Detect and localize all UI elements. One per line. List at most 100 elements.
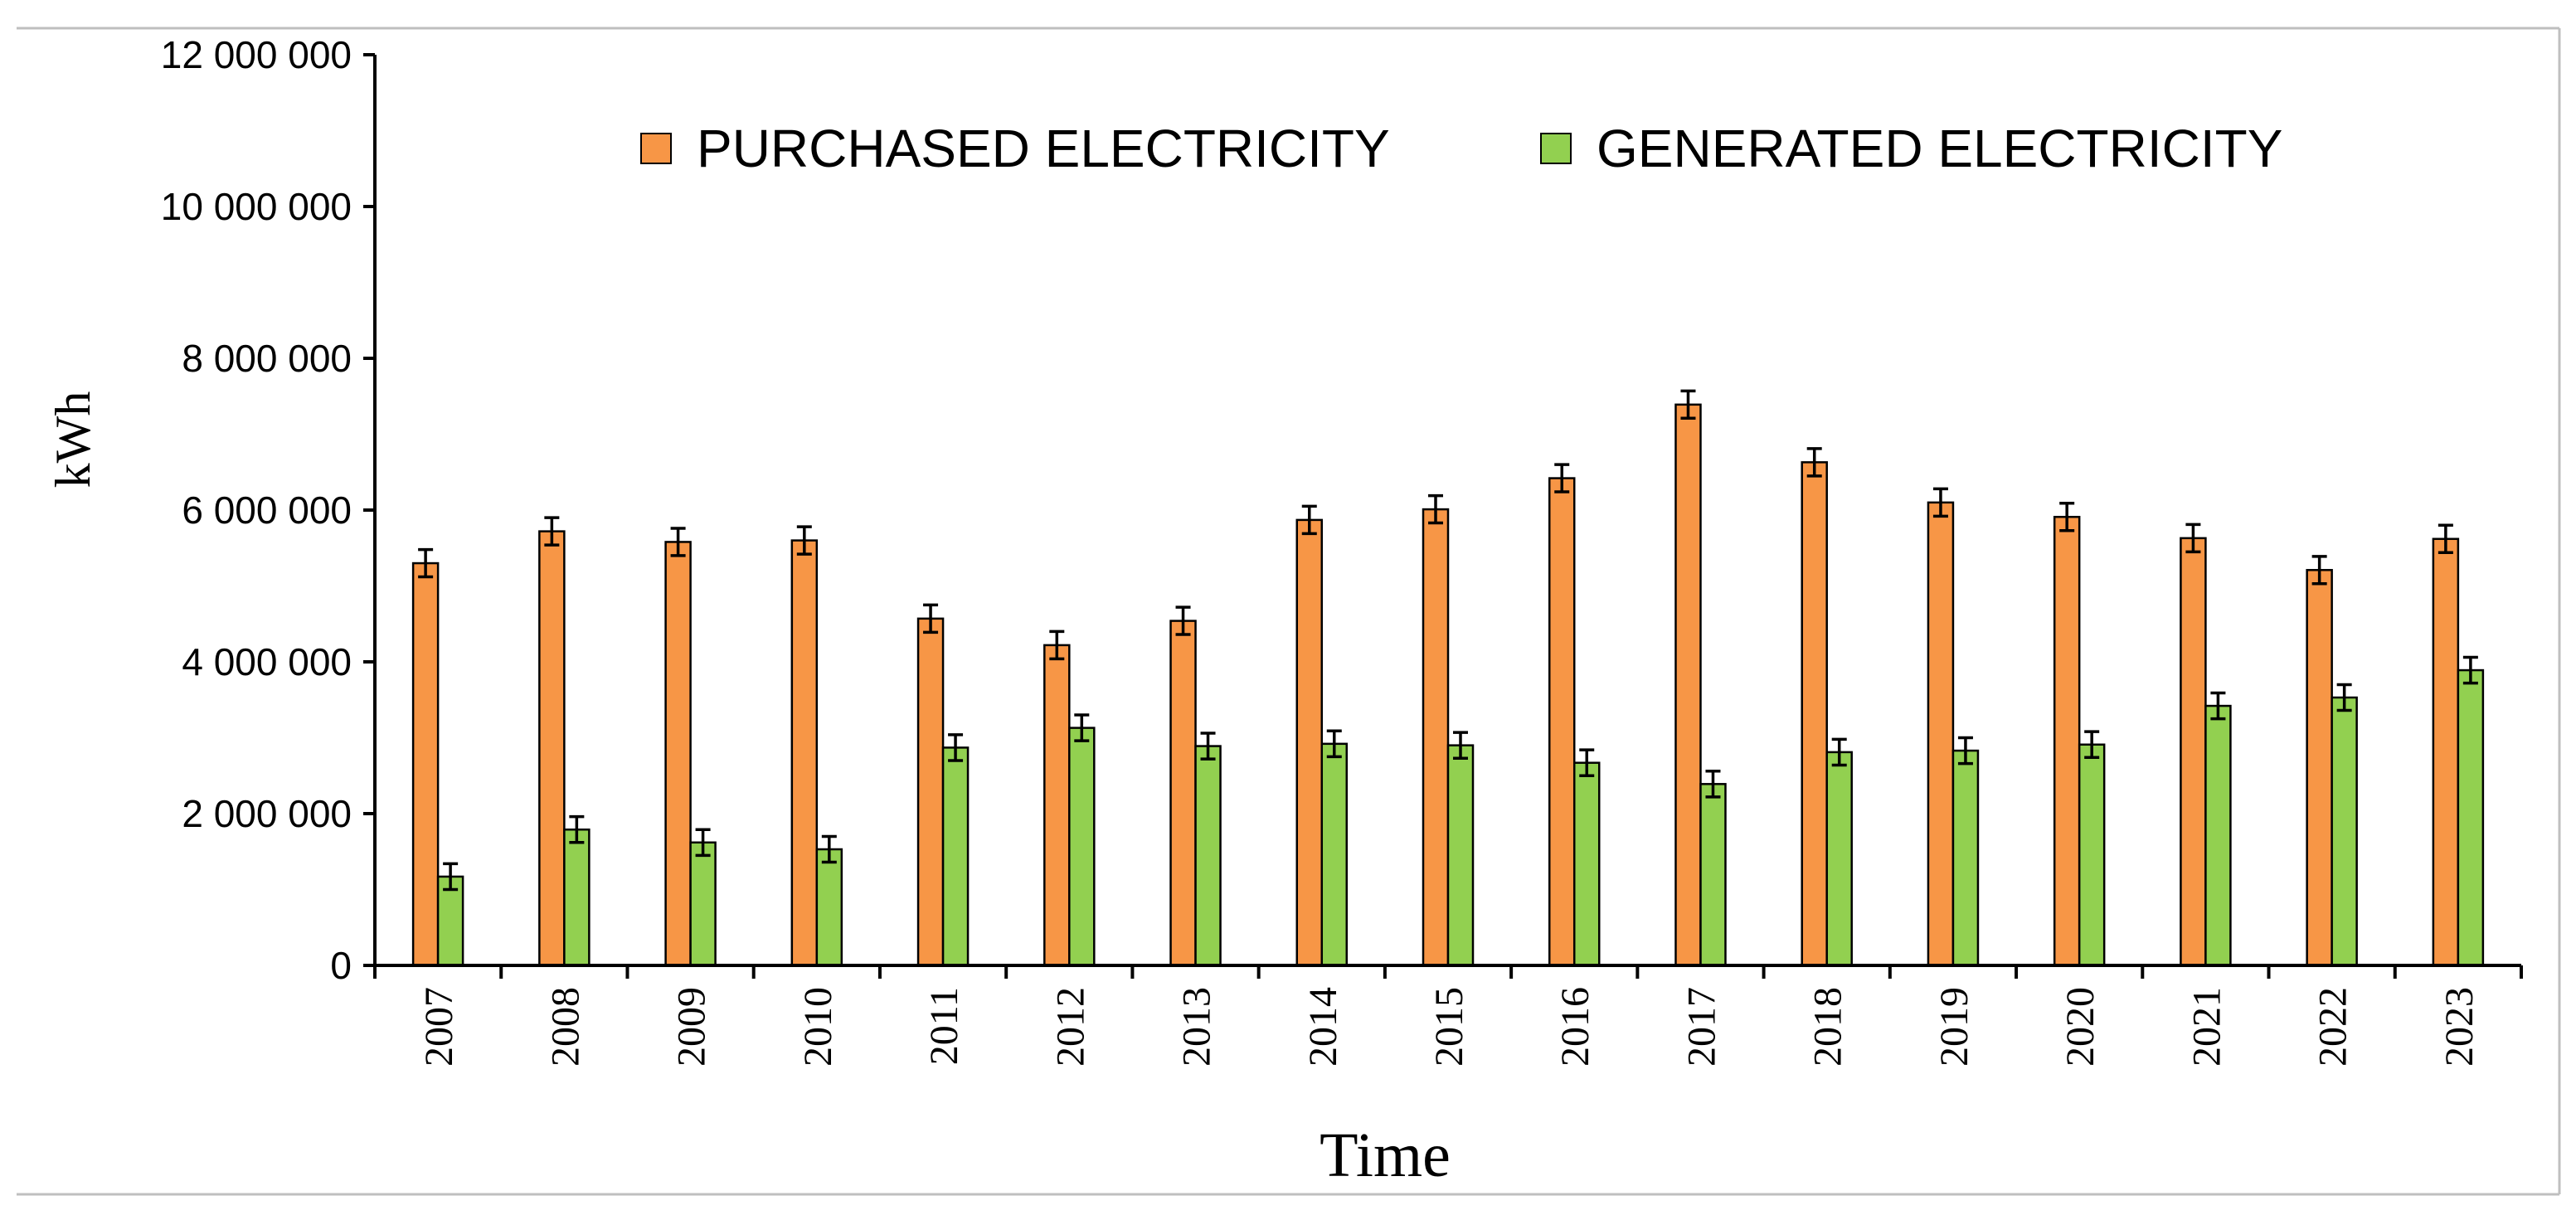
- x-tick-label: 2018: [1806, 987, 1850, 1067]
- y-tick-label: 8 000 000: [182, 337, 352, 380]
- error-bar-purchased-2008: [544, 516, 560, 547]
- bar-purchased-2013: [1169, 620, 1197, 967]
- error-bar-generated-2020: [2084, 730, 2100, 760]
- error-bar-generated-2015: [1453, 731, 1468, 760]
- y-tick-label: 4 000 000: [182, 640, 352, 683]
- bar-generated-2017: [1699, 783, 1727, 967]
- error-bar-generated-2014: [1326, 729, 1342, 759]
- bar-generated-2013: [1194, 745, 1222, 967]
- error-bar-purchased-2016: [1554, 463, 1570, 493]
- y-tick-label: 12 000 000: [161, 33, 352, 76]
- error-bar-purchased-2015: [1428, 493, 1443, 525]
- error-bar-generated-2013: [1200, 732, 1216, 761]
- x-tick-label: 2010: [796, 987, 840, 1067]
- bar-purchased-2012: [1043, 644, 1071, 967]
- bar-purchased-2018: [1801, 461, 1828, 967]
- bar-generated-2014: [1320, 742, 1349, 967]
- x-tick-label: 2020: [2058, 987, 2102, 1067]
- error-bar-purchased-2021: [2185, 523, 2201, 554]
- bar-purchased-2011: [916, 617, 945, 967]
- error-bar-purchased-2023: [2437, 523, 2453, 554]
- bar-purchased-2014: [1295, 518, 1324, 967]
- bar-purchased-2016: [1548, 477, 1576, 967]
- bar-generated-2016: [1572, 761, 1601, 967]
- bars-group: [411, 403, 2485, 967]
- bar-purchased-2017: [1674, 403, 1702, 967]
- error-bar-purchased-2019: [1932, 487, 1948, 518]
- bar-purchased-2010: [790, 539, 819, 967]
- bar-purchased-2015: [1422, 508, 1450, 967]
- y-tick-label: 2 000 000: [182, 792, 352, 835]
- y-tick-label: 10 000 000: [161, 185, 352, 228]
- bar-purchased-2007: [411, 561, 440, 967]
- bar-generated-2023: [2457, 668, 2485, 967]
- error-bar-generated-2018: [1831, 737, 1847, 767]
- y-tick-label: 0: [330, 944, 352, 987]
- error-bar-purchased-2009: [670, 527, 686, 557]
- bar-generated-2007: [436, 875, 464, 967]
- x-tick-label: 2012: [1048, 987, 1092, 1067]
- bar-generated-2012: [1068, 727, 1096, 967]
- bar-generated-2020: [2078, 743, 2106, 967]
- error-bar-generated-2021: [2210, 691, 2226, 721]
- error-bar-purchased-2018: [1806, 447, 1822, 478]
- legend-swatch-purchased: [640, 133, 672, 164]
- error-bar-generated-2008: [569, 814, 585, 844]
- error-bar-purchased-2010: [796, 525, 812, 556]
- x-tick-label: 2016: [1553, 987, 1597, 1067]
- error-bar-purchased-2012: [1049, 630, 1065, 661]
- bar-generated-2019: [1951, 749, 1980, 967]
- error-bars-group: [418, 389, 2478, 892]
- bar-generated-2009: [689, 841, 717, 967]
- x-tick-label: 2017: [1679, 987, 1723, 1067]
- x-tick-label: 2009: [670, 987, 714, 1067]
- legend-swatch-generated: [1540, 133, 1572, 164]
- x-tick-label: 2019: [1932, 987, 1976, 1067]
- bar-purchased-2023: [2432, 537, 2460, 967]
- x-tick-label: 2021: [2185, 987, 2228, 1067]
- bar-generated-2022: [2331, 696, 2358, 967]
- legend-label-generated: GENERATED ELECTRICITY: [1597, 119, 2282, 178]
- x-tick-label: 2013: [1175, 987, 1219, 1067]
- bar-purchased-2022: [2306, 569, 2333, 967]
- bar-generated-2008: [563, 828, 591, 967]
- x-tick-label: 2011: [922, 987, 966, 1065]
- x-ticks-group: 2007 2008 2009 2010 2011 2012 2013 2014 2015 2016…: [373, 965, 2523, 1067]
- error-bar-generated-2010: [821, 834, 837, 864]
- legend-label-purchased: PURCHASED ELECTRICITY: [697, 119, 1390, 178]
- x-tick-label: 2022: [2311, 987, 2355, 1067]
- error-bar-generated-2019: [1957, 736, 1973, 766]
- x-tick-label: 2015: [1427, 987, 1471, 1067]
- error-bar-purchased-2007: [418, 547, 434, 579]
- legend: PURCHASED ELECTRICITY GENERATED ELECTRIC…: [640, 119, 2282, 178]
- bar-generated-2018: [1825, 751, 1853, 967]
- x-tick-label: 2007: [417, 987, 461, 1067]
- error-bar-purchased-2022: [2311, 555, 2327, 586]
- error-bar-purchased-2013: [1175, 605, 1191, 636]
- x-tick-label: 2023: [2437, 987, 2481, 1067]
- error-bar-generated-2023: [2462, 655, 2478, 685]
- bar-purchased-2021: [2180, 537, 2207, 967]
- y-ticks-group: 0 2 000 000 4 000 000 6 000 000 8 000 000 10 …: [161, 33, 375, 987]
- error-bar-generated-2009: [695, 828, 711, 858]
- error-bar-generated-2017: [1705, 770, 1721, 799]
- x-tick-label: 2014: [1301, 987, 1345, 1067]
- error-bar-purchased-2017: [1680, 389, 1696, 420]
- error-bar-generated-2007: [443, 862, 459, 892]
- bar-purchased-2009: [664, 541, 692, 967]
- error-bar-purchased-2020: [2059, 502, 2075, 532]
- bar-purchased-2019: [1927, 501, 1955, 967]
- error-bar-generated-2012: [1074, 713, 1090, 742]
- bar-generated-2015: [1446, 744, 1475, 967]
- error-bar-generated-2022: [2336, 683, 2352, 712]
- bar-purchased-2008: [538, 530, 566, 967]
- y-axis-label: kWh: [46, 391, 100, 489]
- bar-generated-2010: [815, 848, 843, 967]
- x-axis-label: Time: [1320, 1120, 1451, 1190]
- error-bar-purchased-2011: [923, 603, 939, 634]
- y-tick-label: 6 000 000: [182, 489, 352, 532]
- bar-generated-2011: [941, 746, 970, 967]
- x-tick-label: 2008: [543, 987, 587, 1067]
- error-bar-purchased-2014: [1301, 504, 1317, 536]
